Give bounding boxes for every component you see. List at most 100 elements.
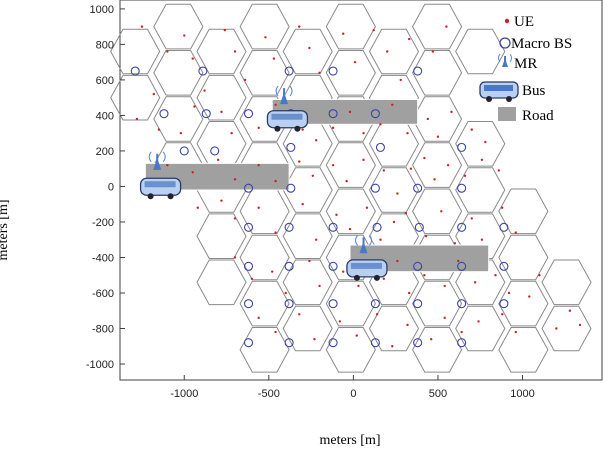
ue-point (308, 46, 311, 50)
hex-cell (412, 188, 463, 235)
ue-point (243, 78, 247, 82)
macro-bs-marker (328, 338, 338, 348)
hex-cell (455, 305, 506, 352)
ue-point (314, 139, 318, 142)
hex-cell (153, 50, 204, 96)
hex-cell (368, 28, 420, 75)
ue-point (274, 103, 277, 106)
hex-cell (325, 280, 376, 327)
ue-point (514, 231, 517, 234)
hex-cell (412, 3, 463, 50)
macro-bs-marker (370, 183, 380, 193)
macro-bs-marker (243, 299, 254, 309)
ue-point (301, 128, 304, 131)
x-tick-label: 1000 (510, 388, 534, 400)
ue-point (445, 25, 448, 28)
macro-bs-marker (457, 142, 467, 152)
macro-bs-marker (413, 183, 423, 193)
macro-bs-marker (243, 261, 254, 271)
macro-bs-marker (284, 222, 294, 232)
ue-point (257, 316, 260, 320)
ue-point (301, 203, 304, 206)
macro-bs-marker (284, 66, 294, 76)
hex-cell (110, 74, 161, 121)
hex-cell (196, 74, 247, 121)
ue-point (308, 259, 311, 263)
hex-cell (282, 305, 333, 352)
ue-point (331, 163, 335, 167)
ue-point (314, 238, 318, 241)
ue-point (406, 131, 409, 135)
ue-point (331, 126, 335, 130)
ue-point (470, 128, 473, 131)
hex-cell (412, 327, 463, 373)
legend-road-label: Road (522, 108, 554, 124)
x-tick-label: -500 (258, 388, 280, 400)
macro-bs-marker (286, 142, 296, 152)
macro-bs-marker (372, 222, 382, 232)
macro-bs-marker (457, 222, 467, 232)
ue-point (433, 178, 436, 181)
ue-point (404, 211, 408, 215)
ue-point (220, 199, 223, 202)
hex-cell (282, 213, 333, 259)
ue-point (470, 217, 473, 220)
ue-point (230, 131, 233, 135)
ue-point (298, 25, 301, 28)
ue-point (450, 110, 453, 114)
ue-point (578, 323, 582, 327)
ue-point (408, 291, 411, 295)
ue-point (233, 217, 237, 220)
macro-bs-marker (499, 222, 509, 232)
ue-point (423, 156, 426, 160)
legend-road-swatch (498, 107, 516, 121)
legend-macro-bs-label: Macro BS (511, 36, 572, 52)
ue-point (284, 291, 287, 295)
hex-cell (325, 188, 376, 235)
macro-bs-marker (499, 261, 509, 271)
macro-bs-marker (413, 261, 423, 271)
ue-point (179, 131, 183, 135)
macro-bs-marker (328, 66, 338, 76)
ue-point (233, 256, 237, 259)
ue-point (216, 158, 220, 162)
ue-point (555, 327, 558, 330)
ue-point (348, 110, 352, 114)
hex-cell (455, 259, 506, 306)
ue-point (514, 330, 517, 334)
ue-point (406, 323, 409, 327)
ue-point (473, 281, 477, 284)
ue-point (348, 227, 352, 231)
x-axis-label: meters [m] (319, 433, 381, 448)
macro-bs-marker (457, 338, 467, 348)
ue-point (223, 28, 227, 32)
macro-bs-marker (130, 66, 140, 76)
legend-ue-label: UE (514, 14, 534, 30)
bus-icon (266, 110, 309, 132)
ue-point (443, 316, 446, 320)
ue-point (140, 25, 144, 28)
ue-point (191, 57, 194, 60)
y-tick-label: 0 (108, 181, 114, 193)
macro-bs-marker (284, 338, 294, 348)
ue-point (362, 158, 365, 162)
ue-point (233, 178, 237, 181)
ue-point (135, 117, 139, 121)
axis-ticks: 1000 800 600 400 200 0 -200 -400 -600 -800 -1000 -1… (86, 4, 535, 400)
ue-point (391, 345, 394, 348)
hex-cell (368, 305, 420, 352)
ue-point (501, 206, 504, 209)
ue-point (424, 234, 428, 238)
ue-point (391, 103, 394, 106)
hex-cell (498, 188, 549, 235)
y-tick-label: 600 (96, 75, 114, 87)
hex-cell (282, 259, 333, 306)
x-tick-label: 0 (350, 388, 356, 400)
macro-bs-marker (284, 261, 294, 271)
x-tick-label: 500 (429, 388, 447, 400)
hex-cell (498, 234, 549, 281)
mr-antenna (355, 234, 373, 254)
macro-bs-marker (370, 109, 380, 119)
ue-point (426, 117, 430, 121)
hex-cell (498, 327, 549, 373)
